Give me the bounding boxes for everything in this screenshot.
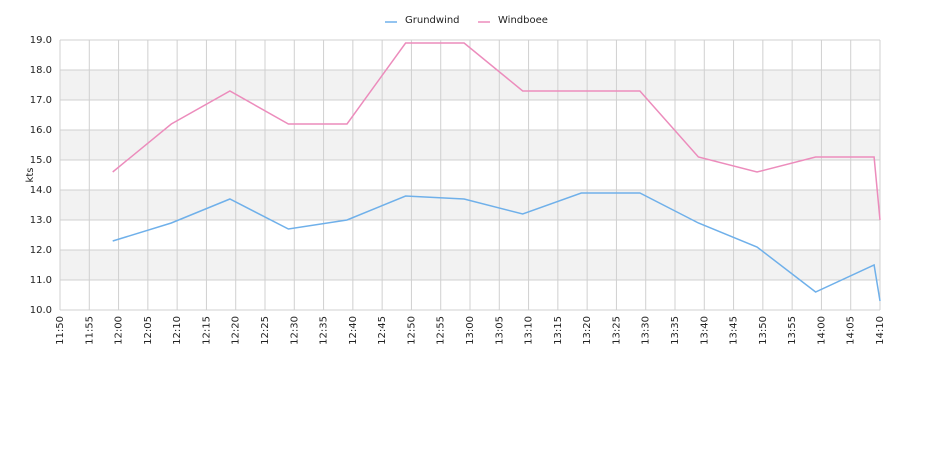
y-tick-label: 17.0 xyxy=(30,95,52,106)
x-tick-label: 12:30 xyxy=(289,316,300,345)
x-tick-label: 12:25 xyxy=(260,316,271,345)
x-tick-label: 13:35 xyxy=(670,316,681,345)
x-tick-label: 12:15 xyxy=(201,316,212,345)
y-tick-label: 14.0 xyxy=(30,185,52,196)
x-tick-label: 13:00 xyxy=(465,316,476,345)
x-tick-label: 13:15 xyxy=(553,316,564,345)
legend-label: Grundwind xyxy=(405,15,460,26)
y-axis-label: kts xyxy=(25,168,36,183)
x-tick-label: 13:50 xyxy=(758,316,769,345)
x-tick-label: 13:55 xyxy=(787,316,798,345)
x-tick-label: 13:20 xyxy=(582,316,593,345)
x-tick-label: 13:05 xyxy=(494,316,505,345)
x-tick-label: 12:55 xyxy=(436,316,447,345)
x-tick-label: 12:05 xyxy=(143,316,154,345)
x-tick-label: 14:10 xyxy=(875,316,886,345)
y-tick-label: 10.0 xyxy=(30,305,52,316)
y-tick-label: 16.0 xyxy=(30,125,52,136)
x-tick-label: 13:10 xyxy=(524,316,535,345)
y-tick-label: 18.0 xyxy=(30,65,52,76)
legend-label: Windboee xyxy=(498,15,548,26)
x-tick-label: 12:10 xyxy=(172,316,183,345)
x-tick-label: 13:45 xyxy=(729,316,740,345)
x-tick-label: 13:30 xyxy=(641,316,652,345)
x-tick-label: 12:50 xyxy=(406,316,417,345)
x-tick-label: 12:20 xyxy=(231,316,242,345)
x-tick-label: 14:00 xyxy=(816,316,827,345)
x-tick-label: 12:45 xyxy=(377,316,388,345)
y-tick-label: 19.0 xyxy=(30,35,52,46)
series-line xyxy=(112,42,881,221)
x-tick-label: 12:35 xyxy=(319,316,330,345)
y-tick-label: 15.0 xyxy=(30,155,52,166)
y-tick-label: 11.0 xyxy=(30,275,52,286)
y-tick-label: 13.0 xyxy=(30,215,52,226)
x-tick-label: 12:00 xyxy=(114,316,125,345)
series-line xyxy=(112,192,881,302)
x-tick-label: 11:50 xyxy=(55,316,66,345)
y-tick-label: 12.0 xyxy=(30,245,52,256)
x-tick-label: 14:05 xyxy=(846,316,857,345)
x-tick-label: 12:40 xyxy=(348,316,359,345)
x-tick-label: 13:40 xyxy=(699,316,710,345)
x-tick-label: 13:25 xyxy=(611,316,622,345)
x-tick-label: 11:55 xyxy=(84,316,95,345)
